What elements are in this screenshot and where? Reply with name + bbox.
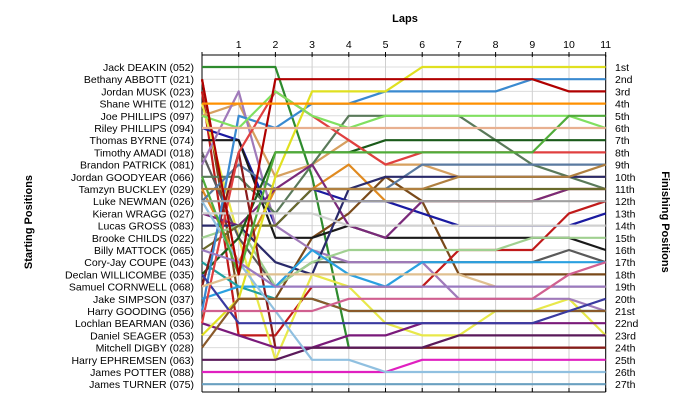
starting-label: Jordan GOODYEAR (066) <box>71 172 194 184</box>
lap-tick-label: 1 <box>236 39 242 51</box>
finishing-label: 21st <box>615 306 635 318</box>
starting-label: Shane WHITE (012) <box>99 99 194 111</box>
finishing-label: 1st <box>615 62 629 74</box>
finishing-label: 15th <box>615 233 636 245</box>
series-line-38 <box>202 261 607 313</box>
lap-tick-label: 10 <box>563 39 575 51</box>
series-line-34 <box>202 212 606 227</box>
finishing-label: 3rd <box>615 86 630 98</box>
finishing-label: 20th <box>615 294 636 306</box>
starting-label: James TURNER (075) <box>89 379 194 391</box>
starting-label: Mitchell DIGBY (028) <box>96 343 194 355</box>
finishing-label: 12th <box>615 196 636 208</box>
lap-tick-label: 7 <box>456 39 462 51</box>
finishing-position-labels: 1st2nd3rd4th5th6th7th8th9th10th11th12th1… <box>615 62 639 391</box>
starting-label: Harry GOODING (056) <box>87 306 194 318</box>
series-line-29 <box>201 273 607 325</box>
series-line-37 <box>200 78 606 276</box>
starting-label: Lucas GROSS (083) <box>98 221 194 233</box>
starting-label: Joe PHILLIPS (097) <box>101 111 194 123</box>
lap-tick-label: 11 <box>600 39 611 51</box>
series-line-15 <box>201 224 606 288</box>
series-line-18 <box>201 139 606 276</box>
starting-label: Kieran WRAGG (027) <box>92 208 194 220</box>
finishing-label: 2nd <box>615 74 633 86</box>
finishing-label: 25th <box>615 355 636 367</box>
finishing-label: 24th <box>615 343 636 355</box>
lap-tick-label: 2 <box>272 39 278 51</box>
starting-label: Samuel CORNWELL (068) <box>69 282 194 294</box>
finishing-label: 7th <box>615 135 630 147</box>
lap-tick-label: 5 <box>383 39 389 51</box>
starting-label: Harry EPHREMSEN (063) <box>71 355 194 367</box>
finishing-label: 27th <box>615 379 636 391</box>
starting-label: Billy MATTOCK (065) <box>94 245 194 257</box>
lap-tick-label: 4 <box>346 39 352 51</box>
starting-label: Cory-Jay COUPE (043) <box>84 257 194 269</box>
starting-label: Jack DEAKIN (052) <box>103 62 194 74</box>
series-line-22 <box>201 322 606 349</box>
lap-tick-label: 3 <box>309 39 315 51</box>
y-axis-left-title: Starting Positions <box>23 175 35 269</box>
series-line-31 <box>201 90 607 130</box>
finishing-label: 22nd <box>615 318 639 330</box>
starting-label: Timothy AMADI (018) <box>94 147 194 159</box>
starting-label: Jordan MUSK (023) <box>101 86 194 98</box>
finishing-label: 9th <box>615 160 630 172</box>
lap-tick-label: 8 <box>493 39 499 51</box>
series-line-36 <box>201 248 606 288</box>
y-axis-right-title: Finishing Positions <box>659 171 671 272</box>
starting-label: James POTTER (088) <box>90 367 194 379</box>
finishing-label: 17th <box>615 257 636 269</box>
starting-label: Tamzyn BUCKLEY (029) <box>79 184 194 196</box>
lap-tick-labels: 1 2 3 4 5 6 7 8 9 10 11 <box>236 39 612 51</box>
starting-label: Brandon PATRICK (081) <box>80 160 194 172</box>
starting-label: Jake SIMPSON (037) <box>93 294 194 306</box>
starting-label: Riley PHILLIPS (094) <box>94 123 194 135</box>
starting-label: Declan WILLICOMBE (035) <box>65 269 194 281</box>
finishing-label: 8th <box>615 147 630 159</box>
finishing-label: 23rd <box>615 330 636 342</box>
finishing-label: 10th <box>615 172 636 184</box>
finishing-label: 16th <box>615 245 636 257</box>
finishing-label: 4th <box>615 99 630 111</box>
series-line-33 <box>202 163 607 191</box>
lap-tick-label: 6 <box>419 39 425 51</box>
starting-label: Lochlan BEARMAN (036) <box>75 318 194 330</box>
finishing-label: 13th <box>615 208 636 220</box>
series-line-21 <box>200 78 606 312</box>
lap-tick-label: 9 <box>529 39 535 51</box>
finishing-label: 6th <box>615 123 630 135</box>
series-line-30 <box>200 90 606 324</box>
finishing-label: 11th <box>615 184 635 196</box>
starting-label: Brooke CHILDS (022) <box>92 233 194 245</box>
x-axis-title: Laps <box>392 13 418 25</box>
series-line-32 <box>200 114 606 276</box>
starting-label: Daniel SEAGER (053) <box>90 330 194 342</box>
series-lines <box>200 65 607 386</box>
series-line-24 <box>201 297 606 349</box>
starting-position-labels: Jack DEAKIN (052)Bethany ABBOTT (021)Jor… <box>65 62 194 391</box>
starting-label: Bethany ABBOTT (021) <box>84 74 194 86</box>
finishing-label: 5th <box>615 111 630 123</box>
series-line-25 <box>202 334 606 361</box>
finishing-label: 14th <box>615 221 636 233</box>
starting-label: Thomas BYRNE (074) <box>90 135 194 147</box>
series-line-28 <box>201 200 606 374</box>
starting-label: Luke NEWMAN (026) <box>93 196 194 208</box>
finishing-label: 19th <box>615 282 636 294</box>
series-line-26 <box>202 358 606 374</box>
finishing-label: 18th <box>615 269 636 281</box>
finishing-label: 26th <box>615 367 636 379</box>
